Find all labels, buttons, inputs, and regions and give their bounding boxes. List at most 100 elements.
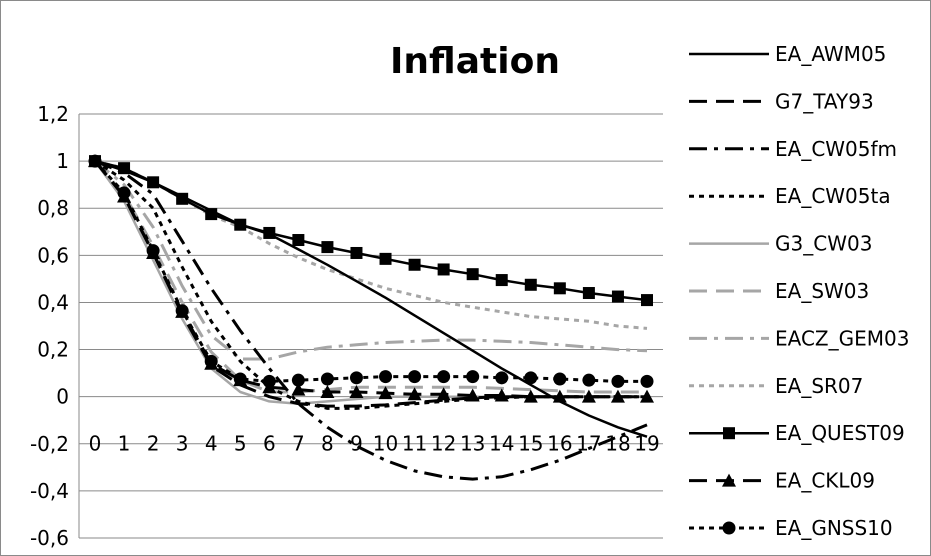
data-point-ea-ckl09 (436, 387, 451, 401)
data-point-ea-gnss10 (495, 371, 509, 385)
x-tick-label: 12 (431, 432, 456, 456)
data-point-ea-ckl09 (349, 384, 364, 398)
x-tick-label: 13 (460, 432, 485, 456)
data-point-ea-gnss10 (524, 371, 538, 385)
data-point-ea-ckl09 (552, 389, 567, 403)
data-point-ea-gnss10 (408, 370, 422, 384)
y-tick-label: -0,2 (30, 432, 69, 456)
y-tick-label: 1 (56, 149, 69, 173)
chart-title: Inflation (390, 41, 560, 82)
x-tick-label: 1 (118, 432, 131, 456)
data-point-ea-gnss10 (320, 372, 334, 386)
x-tick-label: 5 (234, 432, 247, 456)
data-point-ea-quest09 (553, 282, 566, 295)
data-point-ea-quest09 (437, 263, 450, 276)
legend-label-ea-cw05fm: EA_CW05fm (775, 137, 897, 161)
series-line-eacz-gem03 (94, 159, 648, 361)
legend-label-ea-quest09: EA_QUEST09 (775, 421, 905, 445)
y-tick-label: 0,8 (37, 196, 69, 220)
y-tick-label: 0,2 (37, 338, 69, 362)
data-point-ea-quest09 (118, 162, 131, 175)
data-point-ea-quest09 (292, 234, 305, 247)
data-point-ea-quest09 (524, 278, 537, 291)
data-point-ea-gnss10 (640, 374, 654, 388)
data-point-ea-ckl09 (581, 389, 596, 403)
data-point-ea-gnss10 (553, 372, 567, 386)
y-tick-label: 0,6 (37, 243, 69, 267)
y-tick-label: 0,4 (37, 290, 69, 314)
data-point-ea-gnss10 (437, 370, 451, 384)
legend-marker-ea-quest09 (723, 427, 735, 440)
data-point-ea-gnss10 (379, 370, 393, 384)
data-point-ea-quest09 (263, 226, 276, 239)
x-tick-label: 4 (205, 432, 218, 456)
data-point-ea-ckl09 (407, 387, 422, 401)
x-tick-label: 11 (402, 432, 427, 456)
legend-label-eacz-gem03: EACZ_GEM03 (775, 326, 909, 350)
legend-label-g3-cw03: G3_CW03 (775, 232, 872, 256)
legend-marker-ea-ckl09 (722, 473, 736, 487)
x-tick-label: 2 (147, 432, 160, 456)
legend-label-g7-tay93: G7_TAY93 (775, 89, 874, 113)
data-point-ea-quest09 (147, 176, 160, 189)
data-point-ea-quest09 (641, 294, 653, 307)
data-point-ea-gnss10 (175, 304, 189, 318)
x-tick-label: 10 (373, 432, 398, 456)
data-point-ea-quest09 (611, 290, 624, 303)
legend-label-ea-cw05ta: EA_CW05ta (775, 184, 891, 208)
y-tick-label: -0,4 (30, 479, 69, 503)
data-point-ea-ckl09 (465, 388, 480, 402)
data-point-ea-ckl09 (494, 388, 509, 402)
data-point-ea-ckl09 (640, 389, 654, 403)
x-tick-label: 19 (634, 432, 659, 456)
legend-label-ea-sr07: EA_SR07 (775, 374, 863, 398)
legend-label-ea-awm05: EA_AWM05 (775, 42, 886, 66)
data-point-ea-gnss10 (88, 154, 102, 168)
data-point-ea-quest09 (234, 218, 247, 231)
data-point-ea-gnss10 (233, 372, 247, 386)
data-point-ea-gnss10 (349, 371, 363, 385)
x-tick-label: 17 (576, 432, 601, 456)
legend-label-ea-gnss10: EA_GNSS10 (775, 516, 893, 540)
data-point-ea-ckl09 (610, 389, 625, 403)
data-point-ea-ckl09 (320, 384, 335, 398)
data-point-ea-quest09 (466, 268, 479, 281)
series-line-g7-tay93 (93, 160, 647, 408)
x-tick-label: 16 (547, 432, 572, 456)
series-line-ea-ckl09 (93, 160, 647, 399)
x-tick-label: 6 (263, 432, 276, 456)
x-tick-label: 15 (518, 432, 543, 456)
x-tick-label: 8 (321, 432, 334, 456)
x-tick-label: 3 (176, 432, 189, 456)
y-tick-label: 1,2 (37, 102, 69, 126)
data-point-ea-quest09 (321, 241, 334, 254)
data-point-ea-quest09 (408, 258, 421, 271)
legend-label-ea-sw03: EA_SW03 (775, 279, 869, 303)
legend-marker-ea-gnss10 (722, 521, 736, 535)
series-line-ea-cw05fm (94, 159, 648, 481)
x-tick-label: 0 (89, 432, 102, 456)
data-point-ea-gnss10 (466, 370, 480, 384)
data-point-ea-gnss10 (117, 186, 131, 200)
data-point-ea-gnss10 (262, 374, 276, 388)
y-tick-label: -0,6 (30, 526, 69, 550)
data-point-ea-gnss10 (291, 373, 305, 387)
x-tick-label: 18 (605, 432, 630, 456)
x-tick-label: 9 (350, 432, 363, 456)
data-point-ea-quest09 (176, 192, 189, 205)
data-point-ea-gnss10 (611, 374, 625, 388)
data-point-ea-gnss10 (582, 373, 596, 387)
data-point-ea-ckl09 (523, 389, 538, 403)
data-point-ea-quest09 (379, 252, 392, 265)
data-point-ea-quest09 (350, 246, 363, 259)
data-point-ea-gnss10 (146, 244, 160, 258)
data-point-ea-quest09 (582, 287, 595, 300)
data-point-ea-quest09 (205, 208, 218, 221)
data-point-ea-gnss10 (204, 354, 218, 368)
data-point-ea-quest09 (495, 274, 508, 287)
x-tick-label: 14 (489, 432, 514, 456)
legend-label-ea-ckl09: EA_CKL09 (775, 469, 875, 493)
data-point-ea-ckl09 (291, 382, 306, 396)
